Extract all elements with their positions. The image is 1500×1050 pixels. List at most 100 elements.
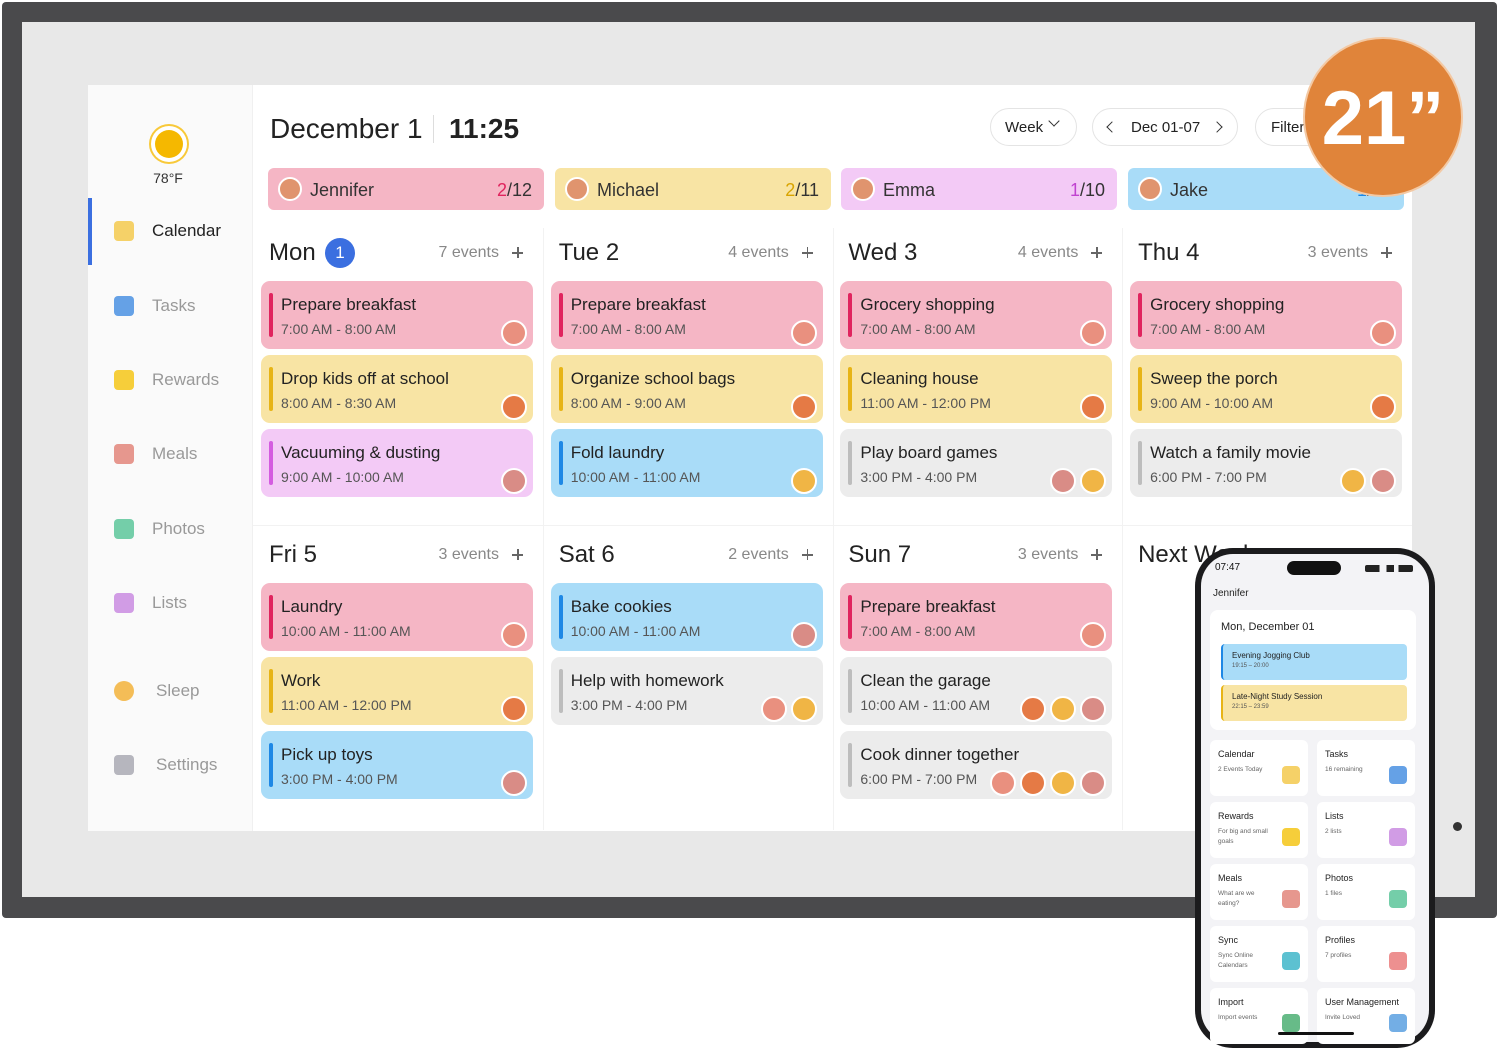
- tile-title: Tasks: [1325, 749, 1349, 759]
- event-card[interactable]: [261, 355, 533, 423]
- view-label[interactable]: Week: [1005, 119, 1044, 136]
- event-title: Organize school bags: [570, 369, 736, 388]
- event-card[interactable]: [261, 281, 533, 349]
- nav-icon[interactable]: [114, 370, 134, 390]
- nav-item[interactable]: Calendar: [152, 221, 221, 240]
- avatar: [1138, 177, 1162, 201]
- tile-sub: Sync Online Calendars: [1218, 952, 1254, 970]
- event-bar: [1138, 441, 1143, 485]
- event-time: 3:00 PM - 4:00 PM: [570, 697, 688, 713]
- add-button[interactable]: [806, 549, 809, 560]
- divider: [433, 115, 434, 143]
- avatar: [1020, 696, 1047, 722]
- event-time: 10:00 AM - 11:00 AM: [281, 623, 411, 639]
- nav-item[interactable]: Photos: [152, 519, 205, 538]
- back-link[interactable]: Jennifer: [1213, 588, 1249, 599]
- avatar: [501, 394, 527, 420]
- event-card[interactable]: [550, 429, 823, 497]
- add-button[interactable]: [806, 247, 809, 258]
- add-button[interactable]: [1096, 549, 1098, 560]
- nav-item[interactable]: Rewards: [152, 370, 220, 389]
- event-bar: [848, 743, 853, 787]
- nav-icon[interactable]: [114, 593, 134, 613]
- nav-item[interactable]: Tasks: [152, 296, 196, 315]
- event-card[interactable]: [1130, 355, 1403, 423]
- avatar: [1080, 770, 1107, 796]
- status-icons: [1365, 565, 1413, 572]
- column-line: [1122, 228, 1123, 830]
- tile-sub: 2 Events Today: [1218, 766, 1263, 773]
- row-line: [253, 525, 1412, 526]
- tile-sub: For big and small goals: [1218, 828, 1268, 846]
- event-card[interactable]: [261, 657, 533, 725]
- nav-item[interactable]: Lists: [152, 593, 187, 612]
- event-card[interactable]: [840, 355, 1113, 423]
- filter-label[interactable]: Filter: [1271, 119, 1305, 136]
- avatar: [1080, 320, 1107, 346]
- event-title: Grocery shopping: [1150, 295, 1285, 314]
- avatar: [1080, 696, 1107, 722]
- member-pill[interactable]: [555, 168, 831, 210]
- add-button[interactable]: [1096, 247, 1098, 258]
- event-card[interactable]: [840, 281, 1113, 349]
- range-nav[interactable]: [1092, 108, 1238, 146]
- member-name: Jennifer: [310, 180, 375, 200]
- phone-event[interactable]: [1221, 685, 1407, 721]
- tile-sub: 1 files: [1325, 890, 1342, 897]
- tile-sub: Import events: [1218, 1014, 1258, 1021]
- nav-item[interactable]: Sleep: [156, 681, 200, 700]
- add-button[interactable]: [517, 549, 519, 560]
- tile-title: User Management: [1325, 997, 1400, 1007]
- day-label: Fri 5: [269, 541, 317, 568]
- day-label: Tue 2: [558, 239, 620, 266]
- event-title: Cleaning house: [860, 369, 979, 388]
- event-time: 11:00 AM - 12:00 PM: [281, 697, 412, 713]
- sun-icon: [155, 130, 183, 158]
- event-bar: [848, 669, 853, 713]
- event-title: Grocery shopping: [860, 295, 995, 314]
- nav-item[interactable]: Settings: [156, 755, 218, 774]
- add-button[interactable]: [517, 247, 519, 258]
- nav-icon[interactable]: [114, 755, 134, 775]
- nav-icon[interactable]: [114, 221, 134, 241]
- event-time: 9:00 AM - 10:00 AM: [281, 469, 404, 485]
- nav-icon[interactable]: [114, 681, 134, 701]
- event-title: Play board games: [860, 443, 998, 462]
- tile-icon: [1282, 890, 1300, 908]
- event-bar: [848, 293, 853, 337]
- event-time: 9:00 AM - 10:00 AM: [1150, 395, 1274, 411]
- event-time: 6:00 PM - 7:00 PM: [1150, 469, 1267, 485]
- nav-icon[interactable]: [114, 519, 134, 539]
- event-time: 10:00 AM - 11:00 AM: [570, 469, 701, 485]
- avatar: [501, 770, 527, 796]
- phone-event[interactable]: [1221, 644, 1407, 680]
- event-card[interactable]: [261, 583, 533, 651]
- member-pill[interactable]: [841, 168, 1117, 210]
- event-title: Prepare breakfast: [281, 295, 417, 314]
- event-title: Pick up toys: [281, 745, 373, 764]
- view-select[interactable]: [990, 108, 1077, 146]
- nav-icon[interactable]: [114, 444, 134, 464]
- event-card[interactable]: [1130, 281, 1403, 349]
- member-pill[interactable]: [268, 168, 544, 210]
- event-card[interactable]: [261, 731, 533, 799]
- avatar: [501, 622, 527, 648]
- event-time: 8:00 AM - 8:30 AM: [281, 395, 397, 411]
- tile-icon: [1282, 952, 1300, 970]
- event-card[interactable]: [550, 583, 823, 651]
- event-card[interactable]: [840, 583, 1113, 651]
- event-card[interactable]: [550, 281, 823, 349]
- event-card[interactable]: [550, 355, 823, 423]
- member-name: Michael: [597, 180, 660, 200]
- event-bar: [848, 441, 853, 485]
- event-time: 3:00 PM - 4:00 PM: [281, 771, 398, 787]
- nav-icon[interactable]: [114, 296, 134, 316]
- nav-item[interactable]: Meals: [152, 444, 198, 463]
- avatar: [501, 468, 527, 494]
- event-time: 7:00 AM - 8:00 AM: [281, 321, 397, 337]
- event-bar: [558, 367, 563, 411]
- tile-title: Meals: [1218, 873, 1243, 883]
- event-title: Vacuuming & dusting: [281, 443, 441, 462]
- event-card[interactable]: [261, 429, 533, 497]
- add-button[interactable]: [1386, 247, 1388, 258]
